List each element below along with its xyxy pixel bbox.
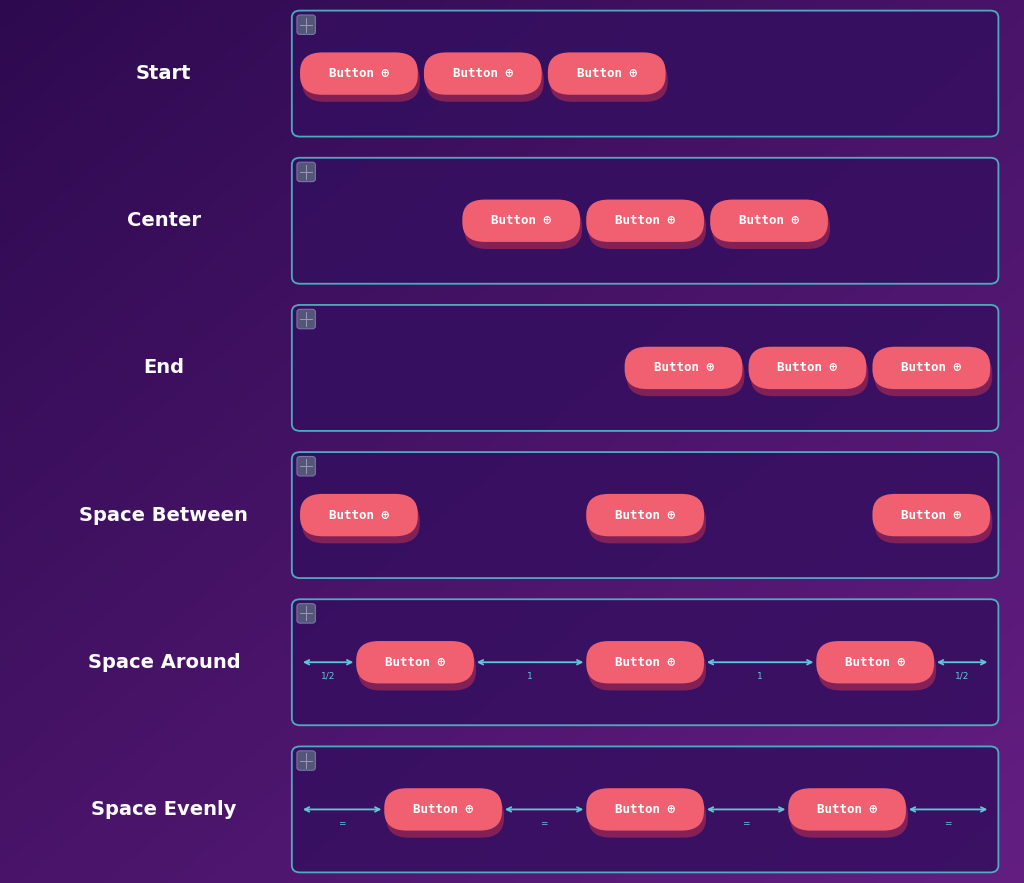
FancyBboxPatch shape [872, 494, 990, 536]
FancyBboxPatch shape [872, 347, 990, 389]
FancyBboxPatch shape [358, 648, 476, 691]
FancyBboxPatch shape [292, 746, 998, 872]
FancyBboxPatch shape [711, 200, 827, 242]
FancyBboxPatch shape [386, 796, 504, 838]
Text: =: = [742, 819, 750, 828]
FancyBboxPatch shape [302, 501, 420, 543]
Text: Start: Start [136, 64, 191, 83]
FancyBboxPatch shape [297, 751, 315, 770]
Text: Button ⊕: Button ⊕ [901, 361, 962, 374]
FancyBboxPatch shape [749, 347, 866, 389]
FancyBboxPatch shape [625, 347, 742, 389]
Text: Button ⊕: Button ⊕ [453, 67, 513, 80]
FancyBboxPatch shape [465, 207, 582, 249]
Text: Button ⊕: Button ⊕ [615, 215, 675, 227]
Text: Space Between: Space Between [80, 506, 248, 525]
Text: Button ⊕: Button ⊕ [777, 361, 838, 374]
FancyBboxPatch shape [426, 59, 544, 102]
FancyBboxPatch shape [586, 641, 705, 683]
Text: End: End [143, 358, 184, 377]
FancyBboxPatch shape [586, 494, 705, 536]
FancyBboxPatch shape [297, 457, 315, 476]
Text: 1: 1 [758, 672, 763, 681]
FancyBboxPatch shape [548, 52, 666, 94]
FancyBboxPatch shape [627, 354, 744, 396]
Text: Button ⊕: Button ⊕ [653, 361, 714, 374]
FancyBboxPatch shape [874, 501, 992, 543]
Text: Space Evenly: Space Evenly [91, 800, 237, 819]
Text: Button ⊕: Button ⊕ [329, 509, 389, 522]
FancyBboxPatch shape [818, 648, 936, 691]
FancyBboxPatch shape [300, 494, 418, 536]
Text: Button ⊕: Button ⊕ [615, 656, 675, 668]
FancyBboxPatch shape [586, 200, 705, 242]
Text: Button ⊕: Button ⊕ [739, 215, 799, 227]
FancyBboxPatch shape [300, 52, 418, 94]
FancyBboxPatch shape [292, 452, 998, 578]
FancyBboxPatch shape [292, 11, 998, 137]
FancyBboxPatch shape [586, 789, 705, 831]
FancyBboxPatch shape [588, 501, 707, 543]
Text: Button ⊕: Button ⊕ [577, 67, 637, 80]
FancyBboxPatch shape [297, 604, 315, 623]
Text: Center: Center [127, 211, 201, 230]
FancyBboxPatch shape [788, 789, 906, 831]
Text: 1/2: 1/2 [955, 672, 970, 681]
FancyBboxPatch shape [463, 200, 580, 242]
FancyBboxPatch shape [751, 354, 868, 396]
FancyBboxPatch shape [791, 796, 908, 838]
Text: =: = [541, 819, 548, 828]
FancyBboxPatch shape [816, 641, 934, 683]
Text: Button ⊕: Button ⊕ [413, 803, 473, 816]
FancyBboxPatch shape [384, 789, 502, 831]
Text: Button ⊕: Button ⊕ [329, 67, 389, 80]
Text: Button ⊕: Button ⊕ [901, 509, 962, 522]
Text: 1/2: 1/2 [321, 672, 335, 681]
FancyBboxPatch shape [588, 648, 707, 691]
FancyBboxPatch shape [297, 309, 315, 328]
FancyBboxPatch shape [297, 162, 315, 182]
Text: =: = [944, 819, 952, 828]
FancyBboxPatch shape [424, 52, 542, 94]
Text: Button ⊕: Button ⊕ [817, 803, 878, 816]
FancyBboxPatch shape [292, 305, 998, 431]
FancyBboxPatch shape [356, 641, 474, 683]
Text: 1: 1 [527, 672, 532, 681]
Text: Space Around: Space Around [87, 653, 241, 672]
FancyBboxPatch shape [297, 15, 315, 34]
FancyBboxPatch shape [292, 600, 998, 725]
FancyBboxPatch shape [588, 796, 707, 838]
FancyBboxPatch shape [550, 59, 668, 102]
FancyBboxPatch shape [713, 207, 829, 249]
Text: Button ⊕: Button ⊕ [615, 803, 675, 816]
Text: Button ⊕: Button ⊕ [845, 656, 905, 668]
Text: Button ⊕: Button ⊕ [385, 656, 445, 668]
Text: Button ⊕: Button ⊕ [615, 509, 675, 522]
Text: Button ⊕: Button ⊕ [492, 215, 551, 227]
FancyBboxPatch shape [588, 207, 707, 249]
FancyBboxPatch shape [874, 354, 992, 396]
FancyBboxPatch shape [292, 158, 998, 283]
FancyBboxPatch shape [302, 59, 420, 102]
Text: =: = [338, 819, 346, 828]
